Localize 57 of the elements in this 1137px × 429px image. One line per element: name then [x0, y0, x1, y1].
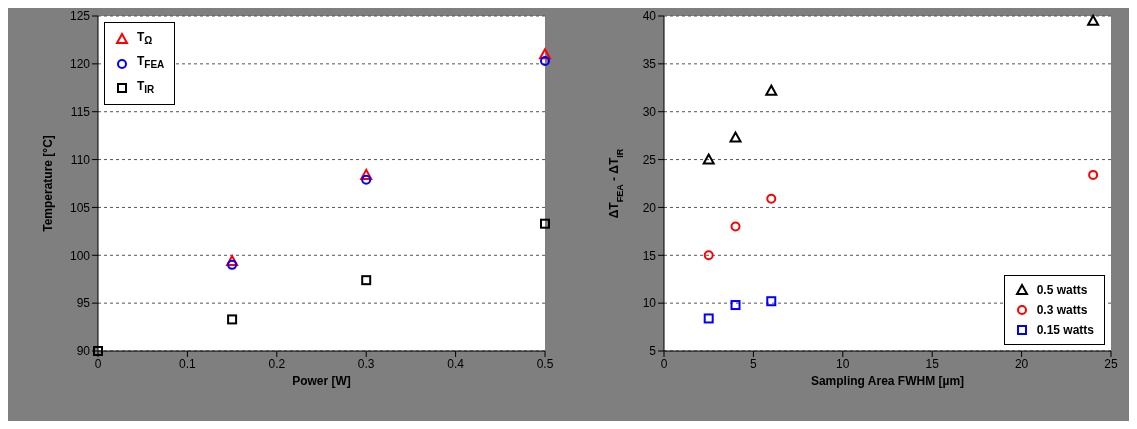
y-tick-label: 20 — [642, 200, 657, 215]
y-tick-label: 25 — [642, 152, 657, 167]
x-tick-label: 15 — [925, 356, 940, 371]
legend-label: 0.3 watts — [1036, 302, 1088, 319]
y-tick-label: 100 — [69, 248, 91, 263]
x-tick-label: 25 — [1104, 356, 1118, 371]
x-axis-title: Power [W] — [292, 374, 351, 388]
y-tick-label: 90 — [76, 344, 91, 359]
x-tick-label: 0 — [660, 356, 668, 371]
y-tick-label: 120 — [69, 57, 91, 72]
y-tick-label: 95 — [76, 296, 91, 311]
point — [729, 131, 742, 143]
point — [730, 300, 741, 311]
point — [703, 250, 714, 261]
y-tick-label: 110 — [70, 152, 91, 167]
x-axis-title: Sampling Area FWHM [µm] — [810, 374, 965, 388]
point — [702, 153, 715, 165]
y-tick-label: 40 — [642, 9, 657, 24]
x-tick-label: 10 — [836, 356, 850, 371]
y-tick-label: 10 — [642, 296, 657, 311]
y-tick-label: 35 — [642, 57, 657, 72]
legend-label: 0.15 watts — [1036, 322, 1094, 339]
y-tick-label: 15 — [642, 248, 657, 263]
x-tick-label: 0.1 — [179, 356, 197, 371]
y-axis-title: Temperature [°C] — [41, 135, 55, 232]
point — [766, 193, 777, 204]
point — [227, 314, 238, 325]
point — [539, 48, 551, 60]
point — [361, 174, 372, 185]
y-tick-label: 30 — [642, 104, 657, 119]
y-tick-label: 115 — [70, 104, 91, 119]
point — [765, 84, 778, 96]
x-tick-label: 0.2 — [268, 356, 286, 371]
point — [227, 259, 238, 270]
point — [361, 275, 372, 286]
legend-label: T$_{IR}$ — [137, 77, 155, 98]
y-tick-label: 125 — [69, 9, 91, 24]
point — [540, 55, 550, 66]
x-tick-label: 0.3 — [357, 356, 375, 371]
point — [360, 168, 373, 180]
legend-label: T$_{FEA}$ — [137, 53, 165, 73]
point — [540, 218, 550, 229]
legend-label: 0.5 watts — [1036, 282, 1088, 299]
point — [1087, 14, 1100, 26]
x-tick-label: 20 — [1014, 356, 1029, 371]
x-tick-label: 0 — [94, 356, 102, 371]
point — [1088, 169, 1099, 180]
x-tick-label: 0.5 — [536, 356, 554, 371]
x-tick-label: 5 — [750, 356, 758, 371]
legend-label: T$_{Ω}$ — [137, 29, 153, 49]
x-tick-label: 0.4 — [447, 356, 465, 371]
point — [703, 313, 714, 324]
point — [730, 221, 741, 232]
y-tick-label: 5 — [649, 344, 657, 359]
point — [766, 296, 777, 307]
y-tick-label: 105 — [69, 200, 91, 215]
point — [226, 255, 239, 267]
